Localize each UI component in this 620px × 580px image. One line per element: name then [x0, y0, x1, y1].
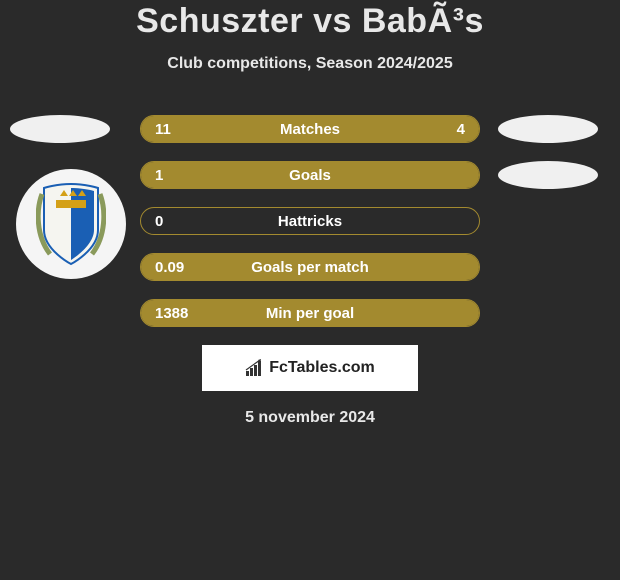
stat-bar: 11Matches4 — [140, 115, 480, 143]
stat-row: 0.09Goals per match — [0, 253, 620, 281]
stat-bar: 0Hattricks — [140, 207, 480, 235]
stat-row: 1Goals — [0, 161, 620, 189]
logo-text: FcTables.com — [269, 359, 375, 377]
stat-bar: 1388Min per goal — [140, 299, 480, 327]
stat-label: Matches — [141, 121, 479, 138]
fctables-logo[interactable]: FcTables.com — [202, 345, 418, 391]
stat-bar: 0.09Goals per match — [140, 253, 480, 281]
date-label: 5 november 2024 — [0, 409, 620, 427]
stat-value-right: 4 — [457, 121, 465, 138]
page-title: Schuszter vs BabÃ³s — [0, 2, 620, 41]
stat-label: Min per goal — [141, 305, 479, 322]
stat-label: Hattricks — [141, 213, 479, 230]
stat-label: Goals — [141, 167, 479, 184]
player-oval-left — [10, 115, 110, 143]
stat-bar: 1Goals — [140, 161, 480, 189]
stat-row: 0Hattricks — [0, 207, 620, 235]
stat-row: 1388Min per goal — [0, 299, 620, 327]
stats-section: 11Matches4 1Goals 0Hattricks 0.09Goals per … — [0, 115, 620, 327]
comparison-card: Schuszter vs BabÃ³s Club competitions, S… — [0, 0, 620, 427]
stat-label: Goals per match — [141, 259, 479, 276]
player-oval-right — [498, 115, 598, 143]
bar-chart-icon — [245, 359, 265, 377]
stat-row: 11Matches4 — [0, 115, 620, 143]
player-oval-right — [498, 161, 598, 189]
subtitle: Club competitions, Season 2024/2025 — [0, 55, 620, 73]
